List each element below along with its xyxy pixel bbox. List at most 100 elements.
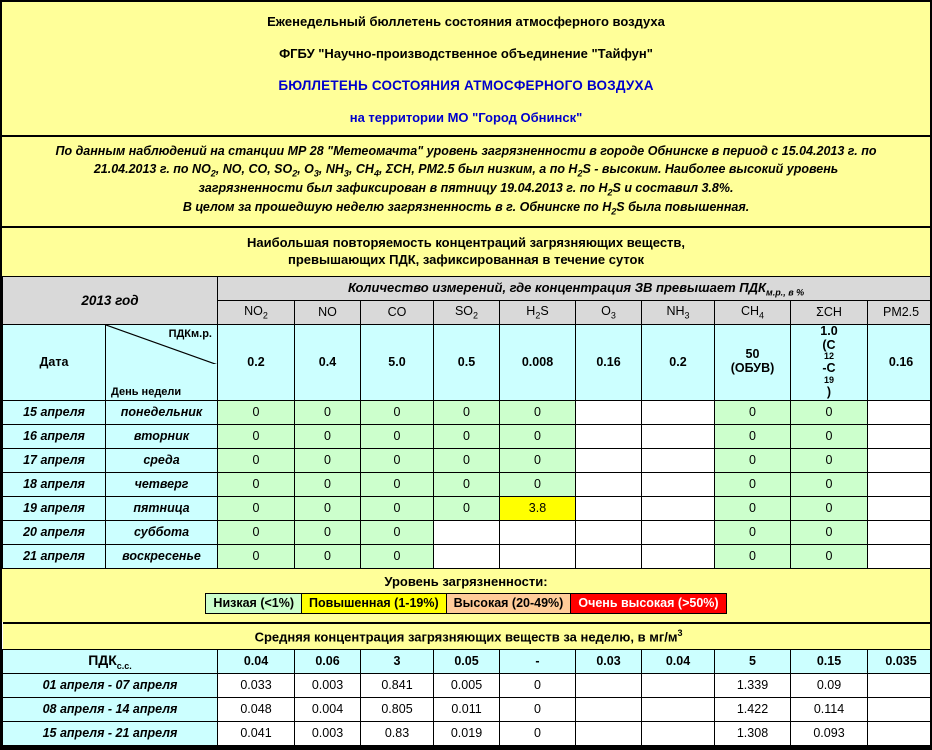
col-header-pm25: PM2.5 [866, 299, 930, 325]
avg-pdk-so2: 0.05 [433, 648, 500, 674]
date-column-header: Дата [2, 323, 106, 401]
cell-ch4: 0 [714, 519, 791, 545]
table-header-row-2: NO2 NO CO SO2 H2S O3 NH3 CH4 ΣCH PM2.5 [3, 299, 930, 325]
row-date: 21 апреля [2, 543, 106, 569]
table-row: 15 апреля - 21 апреля 0.041 0.003 0.83 0… [2, 720, 930, 746]
legend-item-very-high: Очень высокая (>50%) [570, 592, 727, 614]
intro-line-2: 21.04.2013 г. по NO2, NO, CO, SO2, O3, N… [93, 161, 839, 179]
legend-item-high: Высокая (20-49%) [445, 592, 572, 614]
legend-title: Уровень загрязненности: [384, 573, 548, 589]
span-title: Количество измерений, где концентрация З… [216, 275, 930, 301]
cell-nh3 [641, 423, 715, 449]
diagonal-line-icon [106, 325, 217, 365]
cell-nh3 [641, 471, 715, 497]
exceedance-table: 2013 год Количество измерений, где конце… [2, 275, 930, 569]
sub-2: 2 [607, 187, 613, 198]
cell-h2s: 0 [499, 672, 576, 698]
col-header-ch4: CH4 [714, 299, 791, 325]
row-date: 17 апреля [2, 447, 106, 473]
cell-h2s: 0 [499, 696, 576, 722]
cell-ch4: 0 [714, 471, 791, 497]
sub-3: 3 [343, 168, 349, 179]
table-row: 16 апреля вторник 0 0 0 0 0 0 0 [2, 423, 930, 449]
cell-no: 0 [294, 399, 361, 425]
header-line-3: БЮЛЛЕТЕНЬ СОСТОЯНИЯ АТМОСФЕРНОГО ВОЗДУХА [278, 78, 654, 94]
cell-no2: 0.048 [217, 696, 295, 722]
cell-co: 0 [360, 471, 434, 497]
pdk-value-no: 0.4 [294, 323, 361, 401]
cell-nh3 [641, 519, 715, 545]
cell-sigma-ch: 0 [790, 471, 868, 497]
cell-co: 0 [360, 399, 434, 425]
cell-o3 [575, 720, 642, 746]
table-header-row-1: 2013 год Количество измерений, где конце… [2, 275, 930, 325]
pdk-ss-sub: с.с. [116, 660, 132, 671]
cell-sigma-ch: 0.114 [790, 696, 868, 722]
cell-nh3 [641, 447, 715, 473]
cell-ch4: 1.308 [714, 720, 791, 746]
table-row: 15 апреля понедельник 0 0 0 0 0 0 0 [2, 399, 930, 425]
section2-title: Средняя концентрация загрязняющих вещест… [2, 622, 930, 650]
section2-title-sup: 3 [677, 627, 683, 638]
sub-3: 3 [313, 168, 319, 179]
cell-no: 0.003 [294, 672, 361, 698]
cell-co: 0 [360, 519, 434, 545]
table-row: 08 апреля - 14 апреля 0.048 0.004 0.805 … [2, 696, 930, 722]
cell-pm25 [866, 543, 930, 569]
section1-title: Наибольшая повторяемость концентраций за… [2, 225, 930, 276]
sub-2: 2 [210, 168, 216, 179]
sub-4: 4 [373, 168, 379, 179]
cell-sigma-ch: 0.093 [790, 720, 868, 746]
cell-pm25 [866, 672, 930, 698]
row-day: среда [105, 447, 218, 473]
cell-sigma-ch: 0 [790, 519, 868, 545]
average-concentration-table: Средняя концентрация загрязняющих вещест… [2, 621, 930, 746]
legend-row: Низкая (<1%) Повышенная (1-19%) Высокая … [205, 592, 727, 614]
cell-so2 [433, 543, 500, 569]
cell-no: 0 [294, 495, 361, 521]
cell-o3 [575, 399, 642, 425]
cell-h2s: 0 [499, 471, 576, 497]
avg-pdk-pm25: 0.035 [866, 648, 930, 674]
cell-o3 [575, 447, 642, 473]
row-day: суббота [105, 519, 218, 545]
cell-sigma-ch: 0 [790, 399, 868, 425]
cell-no2: 0 [217, 519, 295, 545]
section1-title-line-1: Наибольшая повторяемость концентраций за… [246, 234, 686, 250]
footer-band: Составлено 22.04.2013 г. по данным наблю… [2, 745, 930, 748]
cell-sigma-ch: 0 [790, 543, 868, 569]
cell-co: 0 [360, 447, 434, 473]
cell-pm25 [866, 495, 930, 521]
year-label: 2013 год [2, 275, 218, 325]
row-day: пятница [105, 495, 218, 521]
cell-h2s [499, 543, 576, 569]
cell-no2: 0 [217, 543, 295, 569]
cell-co: 0 [360, 543, 434, 569]
sub-2: 2 [577, 168, 583, 179]
pdk-day-split-cell: ПДКм.р. День недели [105, 323, 218, 401]
row-date: 15 апреля [2, 399, 106, 425]
avg-pdk-co: 3 [360, 648, 434, 674]
row-day: вторник [105, 423, 218, 449]
avg-pdk-no2: 0.04 [217, 648, 295, 674]
pdk-value-no2: 0.2 [217, 323, 295, 401]
section1-title-line-2: превышающих ПДК, зафиксированная в течен… [288, 252, 644, 268]
cell-nh3 [641, 399, 715, 425]
row-date: 20 апреля [2, 519, 106, 545]
section2-pdk-row: ПДКс.с. 0.04 0.06 3 0.05 - 0.03 0.04 5 0… [2, 648, 930, 674]
cell-ch4: 1.422 [714, 696, 791, 722]
col-header-so2: SO2 [433, 299, 500, 325]
cell-co: 0 [360, 495, 434, 521]
cell-sigma-ch: 0 [790, 495, 868, 521]
cell-h2s: 0 [499, 447, 576, 473]
cell-o3 [575, 543, 642, 569]
col-header-no: NO [294, 299, 361, 325]
cell-no: 0 [294, 423, 361, 449]
cell-sigma-ch: 0 [790, 447, 868, 473]
cell-ch4: 0 [714, 543, 791, 569]
cell-o3 [575, 423, 642, 449]
cell-so2: 0.005 [433, 672, 500, 698]
cell-pm25 [866, 423, 930, 449]
pdk-value-nh3: 0.2 [641, 323, 715, 401]
cell-so2: 0 [433, 423, 500, 449]
